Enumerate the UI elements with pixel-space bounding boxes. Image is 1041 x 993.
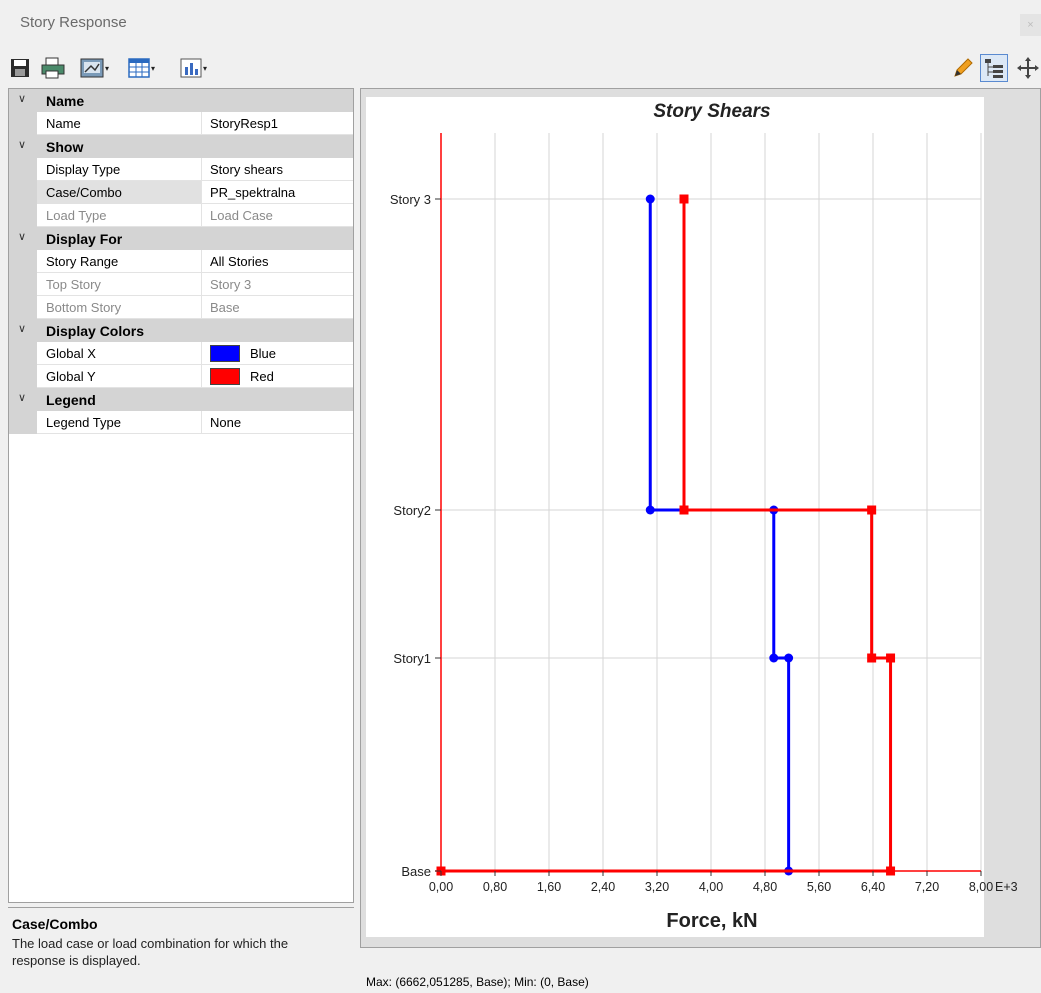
red-color-swatch xyxy=(210,368,240,386)
y-tick-label: Story1 xyxy=(393,651,431,666)
data-point xyxy=(784,653,794,663)
print-icon xyxy=(41,57,65,79)
case-combo-value[interactable]: PR_spektralna xyxy=(201,181,353,204)
x-unit-suffix: E+3 xyxy=(995,880,1018,894)
y-tick-label: Story2 xyxy=(393,503,431,518)
properties-panel: ∨ Name Name StoryResp1 ∨ Show Display Ty… xyxy=(8,88,354,903)
data-point xyxy=(867,505,877,515)
data-point xyxy=(645,194,655,204)
category-show[interactable]: ∨ Show xyxy=(9,135,353,158)
x-axis-label: Force, kN xyxy=(666,910,757,932)
property-row-global-y[interactable]: Global Y Red xyxy=(9,365,353,388)
property-row-load-type: Load Type Load Case xyxy=(9,204,353,227)
display-type-value[interactable]: Story shears xyxy=(201,158,353,181)
pencil-icon xyxy=(954,58,973,77)
chevron-down-icon: ▾ xyxy=(105,63,110,73)
title-bar: Story Response × xyxy=(0,0,1041,48)
move-icon xyxy=(1017,57,1039,79)
data-point xyxy=(886,653,896,663)
x-tick-label: 2,40 xyxy=(591,880,615,894)
data-point xyxy=(679,505,689,515)
blue-color-swatch xyxy=(210,345,240,363)
category-display-for[interactable]: ∨ Display For xyxy=(9,227,353,250)
category-name[interactable]: ∨ Name xyxy=(9,89,353,112)
display-image-icon xyxy=(80,58,104,78)
data-point xyxy=(645,505,655,515)
help-title: Case/Combo xyxy=(12,916,98,932)
property-row-display-type[interactable]: Display Type Story shears xyxy=(9,158,353,181)
table-icon xyxy=(128,58,150,78)
toolbar: ▾ ▾ ▾ xyxy=(0,50,1041,86)
save-icon xyxy=(11,59,29,77)
property-row-bottom-story: Bottom Story Base xyxy=(9,296,353,319)
property-row-legend-type[interactable]: Legend Type None xyxy=(9,411,353,434)
chevron-down-icon[interactable]: ∨ xyxy=(18,323,27,335)
chart-frame: Story Shears 0,00 0,80 1,60 2,40 3,20 4,00 4,8… xyxy=(360,88,1041,948)
x-tick-label: 4,00 xyxy=(699,880,723,894)
property-row-top-story: Top Story Story 3 xyxy=(9,273,353,296)
chevron-down-icon: ▾ xyxy=(203,63,208,73)
property-row-story-range[interactable]: Story Range All Stories xyxy=(9,250,353,273)
top-story-value: Story 3 xyxy=(201,273,353,296)
data-point xyxy=(886,866,896,876)
bottom-story-value: Base xyxy=(201,296,353,319)
x-tick-label: 0,00 xyxy=(429,880,453,894)
help-text: The load case or load combination for wh… xyxy=(12,936,289,968)
story-shears-chart[interactable]: Story Shears 0,00 0,80 1,60 2,40 3,20 4,00 4,8… xyxy=(361,89,1040,947)
property-row-global-x[interactable]: Global X Blue xyxy=(9,342,353,365)
name-value-field[interactable]: StoryResp1 xyxy=(201,112,353,135)
x-tick-label: 5,60 xyxy=(807,880,831,894)
x-tick-label: 7,20 xyxy=(915,880,939,894)
close-button[interactable]: × xyxy=(1020,14,1041,36)
chevron-down-icon[interactable]: ∨ xyxy=(18,93,27,105)
window-title: Story Response xyxy=(20,14,127,31)
y-tick-label: Story 3 xyxy=(390,192,431,207)
global-y-color-value[interactable]: Red xyxy=(201,365,353,388)
chevron-down-icon[interactable]: ∨ xyxy=(18,392,27,404)
move-button[interactable] xyxy=(1016,56,1040,80)
category-legend[interactable]: ∨ Legend xyxy=(9,388,353,411)
status-bar-text: Max: (6662,051285, Base); Min: (0, Base) xyxy=(366,975,589,989)
x-tick-label: 6,40 xyxy=(861,880,885,894)
chart-title: Story Shears xyxy=(653,101,770,122)
legend-type-value[interactable]: None xyxy=(201,411,353,434)
pencil-button[interactable] xyxy=(952,56,974,80)
category-display-colors[interactable]: ∨ Display Colors xyxy=(9,319,353,342)
data-point xyxy=(769,653,779,663)
chevron-down-icon[interactable]: ∨ xyxy=(18,231,27,243)
table-button[interactable]: ▾ xyxy=(128,56,155,80)
x-tick-label: 4,80 xyxy=(753,880,777,894)
property-help-box: Case/Combo The load case or load combina… xyxy=(8,907,354,993)
chart-button[interactable]: ▾ xyxy=(180,56,207,80)
data-point xyxy=(867,653,877,663)
x-tick-label: 3,20 xyxy=(645,880,669,894)
x-tick-label: 1,60 xyxy=(537,880,561,894)
property-row-name[interactable]: Name StoryResp1 xyxy=(9,112,353,135)
chart-icon xyxy=(180,58,202,78)
load-type-value: Load Case xyxy=(201,204,353,227)
display-image-button[interactable]: ▾ xyxy=(80,56,109,80)
y-tick-label: Base xyxy=(401,864,431,879)
property-row-case-combo[interactable]: Case/Combo PR_spektralna xyxy=(9,181,353,204)
tree-button[interactable] xyxy=(980,54,1008,82)
x-tick-label: 0,80 xyxy=(483,880,507,894)
save-button[interactable] xyxy=(10,56,30,80)
chevron-down-icon[interactable]: ∨ xyxy=(18,139,27,151)
x-tick-label: 8,00 xyxy=(969,880,993,894)
plot-background xyxy=(366,97,984,937)
tree-icon xyxy=(985,59,1003,78)
story-range-value[interactable]: All Stories xyxy=(201,250,353,273)
global-x-color-value[interactable]: Blue xyxy=(201,342,353,365)
chevron-down-icon: ▾ xyxy=(151,63,156,73)
data-point xyxy=(679,194,689,204)
print-button[interactable] xyxy=(40,56,70,80)
